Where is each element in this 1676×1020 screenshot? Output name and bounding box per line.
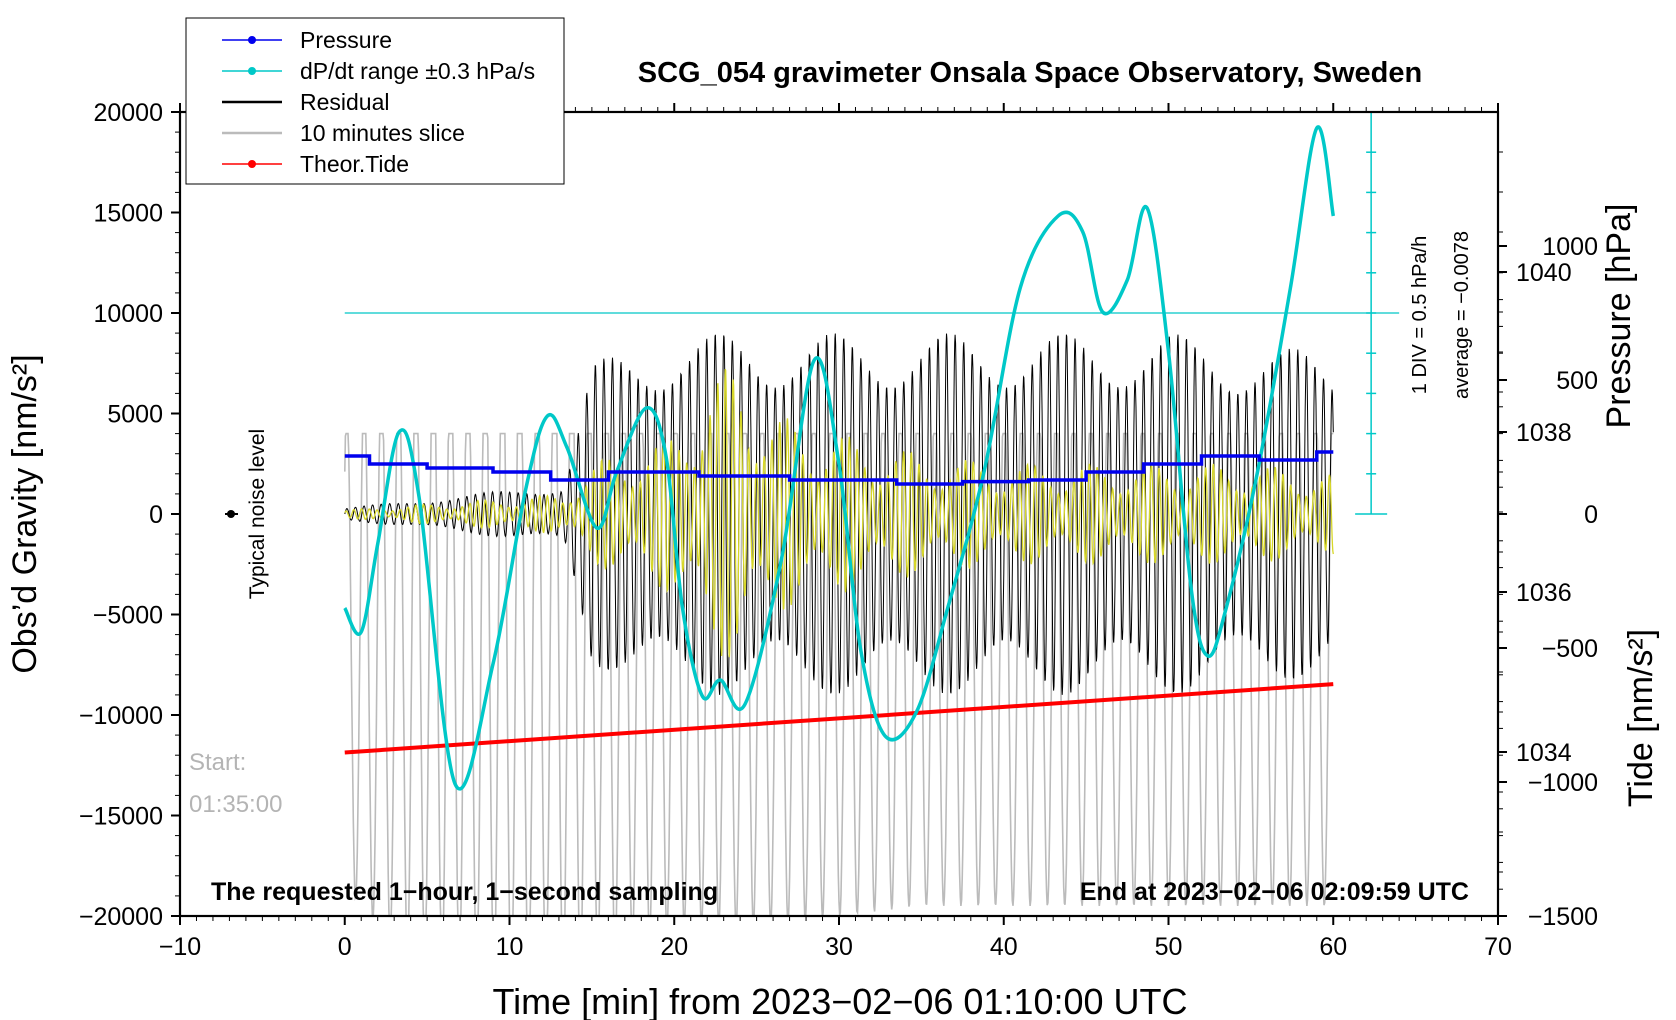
residual-series — [344, 333, 1334, 695]
x-tick-label: 40 — [990, 933, 1018, 961]
legend-item-tide: Theor.Tide — [222, 151, 409, 177]
y-tick-label: 0 — [149, 501, 163, 529]
legend-label-residual: Residual — [300, 89, 390, 115]
pressure-series — [344, 450, 1334, 486]
y-tick-label: 10000 — [93, 300, 163, 328]
legend-label-pressure: Pressure — [300, 27, 392, 53]
dpdt-series — [343, 125, 1336, 791]
y-tick-label: −5000 — [93, 602, 163, 630]
tide-series — [344, 682, 1334, 755]
axes: −10 0 10 20 30 40 50 60 7020000150001000050000−5… — [79, 99, 1598, 961]
x-tick-label: 50 — [1155, 933, 1183, 961]
tide-tick-label: −500 — [1542, 635, 1598, 663]
x-axis-label: Time [min] from 2023−02−06 01:10:00 UTC — [492, 981, 1187, 1020]
filtered-residual-line — [344, 368, 1334, 658]
y-tick-label: 15000 — [93, 200, 163, 228]
x-tick-label: −10 — [159, 933, 201, 961]
x-tick-label: 30 — [825, 933, 853, 961]
tide-tick-label: 500 — [1556, 367, 1598, 395]
pressure-tick-label: 1034 — [1516, 739, 1572, 767]
y-axis-label-pressure: Pressure [hPa] — [1600, 204, 1638, 429]
tide-tick-label: 0 — [1584, 501, 1598, 529]
pressure-tick-label: 1038 — [1516, 419, 1572, 447]
start-time: 01:35:00 — [189, 791, 282, 818]
chart-title: SCG_054 gravimeter Onsala Space Observat… — [638, 57, 1422, 89]
tide-tick-label: −1000 — [1528, 769, 1598, 797]
noise-label: Typical noise level — [246, 429, 269, 599]
y-tick-label: −20000 — [79, 903, 163, 931]
legend-label-dpdt: dP/dt range ±0.3 hPa/s — [300, 58, 535, 84]
x-tick-label: 0 — [338, 933, 352, 961]
slice-line — [344, 432, 1334, 916]
x-tick-label: 20 — [660, 933, 688, 961]
scale-bar-label-1: 1 DIV = 0.5 hPa/h — [1409, 236, 1431, 394]
y-tick-label: 20000 — [93, 99, 163, 127]
y-axis-label-left: Obs’d Gravity [nm/s²] — [6, 354, 44, 673]
scale-bar-label-2: average = −0.0078 — [1451, 231, 1473, 399]
y-axis-label-tide: Tide [nm/s²] — [1622, 629, 1660, 807]
pressure-line — [344, 450, 1334, 486]
start-label: Start: — [189, 749, 246, 776]
legend-item-pressure: Pressure — [222, 27, 392, 53]
scale-bar — [344, 111, 1400, 515]
footer-left: The requested 1−hour, 1−second sampling — [211, 878, 718, 906]
legend-item-dpdt: dP/dt range ±0.3 hPa/s — [222, 58, 535, 84]
dpdt-line — [343, 125, 1336, 791]
noise-dot — [227, 510, 235, 518]
legend: Pressure dP/dt range ±0.3 hPa/s Residual… — [185, 17, 565, 185]
tide-line — [344, 682, 1334, 755]
footer-right: End at 2023−02−06 02:09:59 UTC — [1080, 878, 1469, 906]
y-tick-label: 5000 — [107, 401, 163, 429]
pressure-tick-label: 1040 — [1516, 259, 1572, 287]
pressure-tick-label: 1036 — [1516, 579, 1572, 607]
residual-line — [344, 333, 1334, 695]
slice-series — [344, 432, 1334, 916]
x-tick-label: 60 — [1319, 933, 1347, 961]
y-tick-label: −10000 — [79, 702, 163, 730]
y-tick-label: −15000 — [79, 803, 163, 831]
legend-label-tide: Theor.Tide — [300, 151, 409, 177]
x-tick-label: 10 — [496, 933, 524, 961]
legend-item-residual: Residual — [222, 89, 390, 115]
x-tick-label: 70 — [1484, 933, 1512, 961]
tide-tick-label: −1500 — [1528, 903, 1598, 931]
legend-label-slice: 10 minutes slice — [300, 120, 465, 146]
filtered-residual-series — [344, 368, 1334, 658]
noise-marker: Typical noise level — [225, 429, 269, 599]
tide-tick-label: 1000 — [1542, 233, 1598, 261]
legend-item-slice: 10 minutes slice — [222, 120, 465, 146]
